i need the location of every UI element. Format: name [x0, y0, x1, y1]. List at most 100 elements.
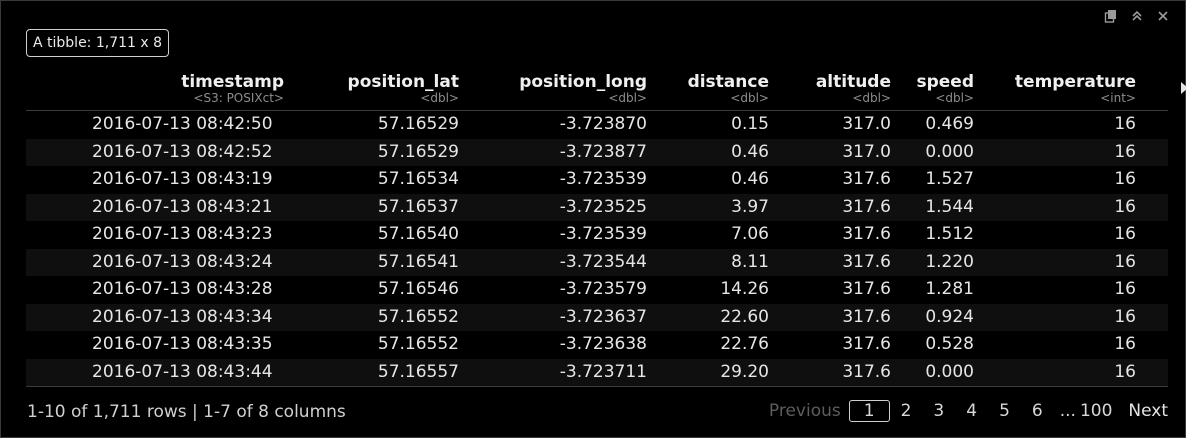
cell-position-lat: 57.16557 — [377, 361, 459, 382]
table-row: 2016-07-13 08:43:21 57.16537 -3.723525 3.97… — [26, 193, 1168, 221]
cell-altitude: 317.6 — [842, 251, 891, 272]
cell-position-lat: 57.16552 — [377, 334, 459, 354]
cell-position-long: -3.723579 — [559, 279, 647, 299]
cell-temperature: 16 — [1114, 224, 1136, 244]
cell-speed: 1.281 — [925, 279, 974, 299]
cell-temperature: 16 — [1114, 141, 1136, 162]
cell-position-lat: 57.16541 — [377, 251, 459, 272]
cell-temperature: 16 — [1114, 361, 1136, 382]
page-2-button[interactable]: 2 — [900, 401, 912, 421]
cell-distance: 14.26 — [720, 279, 769, 299]
next-button[interactable]: Next — [1128, 401, 1168, 421]
cell-timestamp: 2016-07-13 08:43:28 — [92, 279, 273, 299]
column-name: position_long — [519, 72, 647, 92]
cell-temperature: 16 — [1114, 169, 1136, 189]
table-row: 2016-07-13 08:42:52 57.16529 -3.723877 0.46… — [26, 138, 1168, 166]
cell-distance: 22.60 — [720, 306, 769, 327]
cell-timestamp: 2016-07-13 08:43:34 — [92, 306, 273, 327]
page-6-button[interactable]: 6 — [1031, 401, 1043, 421]
cell-timestamp: 2016-07-13 08:43:44 — [92, 361, 273, 382]
row-column-info: 1-10 of 1,711 rows | 1-7 of 8 columns — [27, 402, 346, 422]
column-name: distance — [687, 72, 769, 92]
cell-timestamp: 2016-07-13 08:43:24 — [92, 251, 273, 272]
table-row: 2016-07-13 08:43:34 57.16552 -3.723637 22.6… — [26, 303, 1168, 331]
cell-timestamp: 2016-07-13 08:42:52 — [92, 141, 273, 162]
cell-distance: 0.46 — [731, 169, 769, 189]
previous-button[interactable]: Previous — [768, 401, 841, 421]
cell-position-lat: 57.16529 — [377, 141, 459, 162]
cell-speed: 0.528 — [925, 334, 974, 354]
table-row: 2016-07-13 08:42:50 57.16529 -3.723870 0.15… — [26, 111, 1168, 139]
cell-timestamp: 2016-07-13 08:43:21 — [92, 196, 273, 217]
cell-position-lat: 57.16540 — [377, 224, 459, 244]
cell-position-lat: 57.16537 — [377, 196, 459, 217]
page-4-button[interactable]: 4 — [966, 401, 978, 421]
cell-position-long: -3.723711 — [559, 361, 647, 382]
column-header-position-lat: position_lat <dbl> — [348, 72, 459, 105]
cell-position-lat: 57.16552 — [377, 306, 459, 327]
cell-distance: 7.06 — [731, 224, 769, 244]
cell-timestamp: 2016-07-13 08:43:35 — [92, 334, 273, 354]
cell-altitude: 317.0 — [842, 141, 891, 162]
cell-speed: 1.527 — [925, 169, 974, 189]
table-row: 2016-07-13 08:43:19 57.16534 -3.723539 0.46… — [26, 166, 1168, 194]
cell-distance: 3.97 — [731, 196, 769, 217]
page-last-button[interactable]: 100 — [1079, 401, 1113, 421]
cell-distance: 22.76 — [720, 334, 769, 354]
table-row: 2016-07-13 08:43:28 57.16546 -3.723579 14.2… — [26, 276, 1168, 304]
column-header-altitude: altitude <dbl> — [816, 72, 891, 105]
column-header-speed: speed <dbl> — [916, 72, 974, 105]
column-name: altitude — [815, 72, 891, 92]
table-bottom-border — [26, 386, 1168, 387]
close-icon[interactable] — [1156, 8, 1170, 22]
cell-speed: 0.469 — [925, 114, 974, 134]
cell-altitude: 317.6 — [842, 279, 891, 299]
cell-altitude: 317.6 — [842, 361, 891, 382]
cell-speed: 1.544 — [925, 196, 974, 217]
table-header: timestamp <S3: POSIXct> position_lat <dbl> p… — [26, 72, 1186, 111]
data-table: timestamp <S3: POSIXct> position_lat <dbl> p… — [26, 72, 1186, 387]
cell-altitude: 317.6 — [842, 334, 891, 354]
cell-position-long: -3.723539 — [559, 224, 647, 244]
column-header-position-long: position_long <dbl> — [519, 72, 647, 105]
cell-speed: 1.512 — [925, 224, 974, 244]
cell-position-long: -3.723877 — [559, 141, 647, 162]
cell-timestamp: 2016-07-13 08:42:50 — [92, 114, 273, 134]
column-type: <dbl> — [935, 91, 974, 105]
column-name: position_lat — [347, 72, 459, 92]
cell-speed: 0.000 — [925, 141, 974, 162]
column-type: <int> — [1100, 91, 1136, 105]
page-3-button[interactable]: 3 — [933, 401, 945, 421]
cell-position-long: -3.723544 — [559, 251, 647, 272]
cell-position-lat: 57.16529 — [377, 114, 459, 134]
cell-speed: 1.220 — [925, 251, 974, 272]
cell-altitude: 317.6 — [842, 196, 891, 217]
cell-distance: 0.15 — [731, 114, 769, 134]
collapse-icon[interactable] — [1130, 8, 1144, 22]
cell-position-long: -3.723637 — [559, 306, 647, 327]
column-type: <dbl> — [608, 91, 647, 105]
cell-timestamp: 2016-07-13 08:43:19 — [92, 169, 273, 189]
cell-distance: 29.20 — [720, 361, 769, 382]
table-row: 2016-07-13 08:43:44 57.16557 -3.723711 29.2… — [26, 358, 1168, 386]
table-body: 2016-07-13 08:42:50 57.16529 -3.723870 0.15… — [26, 111, 1168, 386]
page-1-button[interactable]: 1 — [848, 400, 890, 422]
next-columns-icon[interactable] — [1181, 82, 1186, 94]
column-type: <S3: POSIXct> — [193, 91, 284, 105]
cell-temperature: 16 — [1114, 196, 1136, 217]
copy-icon[interactable] — [1104, 8, 1118, 23]
cell-position-lat: 57.16546 — [377, 279, 459, 299]
column-header-temperature: temperature <int> — [1015, 72, 1136, 105]
column-header-timestamp: timestamp <S3: POSIXct> — [181, 72, 284, 105]
page-5-button[interactable]: 5 — [999, 401, 1010, 421]
cell-distance: 0.46 — [731, 141, 769, 162]
cell-temperature: 16 — [1114, 334, 1136, 354]
cell-temperature: 16 — [1114, 114, 1136, 134]
pagination: Previous 1 2 3 4 5 6... 100 Next — [769, 400, 1168, 422]
cell-speed: 0.924 — [925, 306, 974, 327]
cell-position-long: -3.723525 — [559, 196, 647, 217]
cell-altitude: 317.6 — [842, 224, 891, 244]
cell-temperature: 16 — [1114, 306, 1136, 327]
table-row: 2016-07-13 08:43:24 57.16541 -3.723544 8.11… — [26, 248, 1168, 276]
cell-position-long: -3.723638 — [559, 334, 647, 354]
